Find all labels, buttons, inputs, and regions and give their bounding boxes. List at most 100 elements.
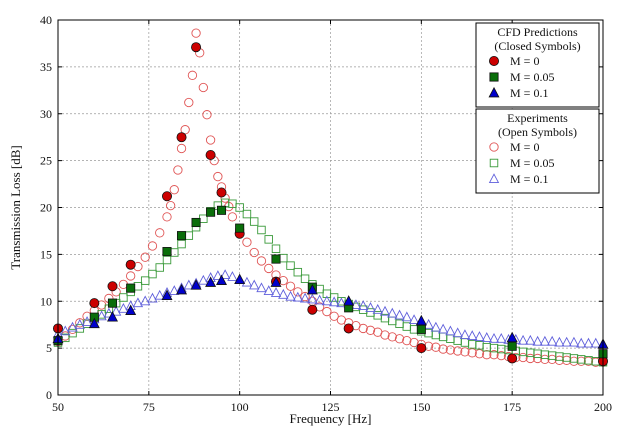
legend-entry: M = 0.05 xyxy=(510,156,554,170)
exp-triangle-point xyxy=(554,336,565,347)
cfd-triangle-point xyxy=(107,311,118,322)
exp-triangle-point xyxy=(307,293,318,304)
series-exp-triangle xyxy=(52,269,609,349)
exp-triangle-point xyxy=(452,327,463,338)
y-tick-label: 10 xyxy=(40,294,52,308)
cfd-circle-point xyxy=(216,187,227,198)
exp-triangle-point xyxy=(292,291,303,302)
exp-triangle-point xyxy=(539,335,551,346)
exp-circle-point xyxy=(285,281,296,291)
exp-square-point xyxy=(177,239,186,249)
exp-circle-point xyxy=(365,325,376,335)
exp-circle-point xyxy=(213,171,223,182)
exp-triangle-point xyxy=(270,287,282,297)
cfd-circle-point xyxy=(176,132,187,143)
cfd-square-point xyxy=(271,254,281,264)
cfd-triangle-point xyxy=(176,283,188,295)
exp-circle-point xyxy=(176,143,187,154)
exp-circle-point xyxy=(409,337,419,348)
exp-triangle-point xyxy=(350,299,362,310)
exp-triangle-point xyxy=(249,279,260,290)
exp-circle-point xyxy=(518,352,528,363)
exp-circle-point xyxy=(460,347,470,357)
cfd-square-point xyxy=(416,324,426,334)
cfd-circle-point xyxy=(161,191,172,202)
exp-circle-point xyxy=(525,353,535,364)
cfd-circle-point xyxy=(191,42,202,53)
cfd-circle-point xyxy=(125,259,136,270)
exp-square-point xyxy=(286,261,295,270)
cfd-triangle-point xyxy=(270,276,282,287)
exp-circle-point xyxy=(496,350,506,361)
exp-circle-point xyxy=(402,335,412,346)
y-tick-label: 0 xyxy=(46,388,52,402)
exp-circle-point xyxy=(431,342,441,352)
y-tick-label: 35 xyxy=(40,60,52,74)
cfd-square-point xyxy=(126,283,136,293)
exp-square-point xyxy=(264,235,273,244)
exp-triangle-point xyxy=(183,279,194,290)
exp-circle-point xyxy=(162,212,172,222)
exp-triangle-point xyxy=(147,292,158,303)
y-tick-label: 25 xyxy=(40,154,52,168)
exp-triangle-point xyxy=(285,290,296,301)
y-axis-label: Transmission Loss [dB] xyxy=(8,145,23,269)
cfd-triangle-point xyxy=(234,273,246,285)
exp-triangle-point xyxy=(387,307,398,318)
exp-triangle-point xyxy=(430,321,442,332)
cfd-triangle-point xyxy=(306,283,318,295)
exp-triangle-point xyxy=(459,329,471,340)
exp-triangle-point xyxy=(408,314,420,325)
exp-circle-point xyxy=(242,237,252,247)
exp-square-point xyxy=(293,267,303,277)
exp-circle-point xyxy=(453,346,463,356)
x-tick-label: 150 xyxy=(412,400,430,414)
legend-heading: (Closed Symbols) xyxy=(494,39,580,53)
exp-triangle-point xyxy=(96,310,107,321)
legend-entry: M = 0 xyxy=(510,140,539,154)
legend-entry: M = 0.05 xyxy=(510,70,554,84)
exp-circle-point xyxy=(249,247,259,258)
legend-marker xyxy=(488,56,499,67)
exp-triangle-point xyxy=(227,271,238,281)
exp-triangle-point xyxy=(532,335,543,346)
exp-circle-point xyxy=(445,345,456,355)
x-tick-label: 50 xyxy=(52,400,64,414)
exp-triangle-point xyxy=(423,318,434,329)
cfd-triangle-point xyxy=(88,317,100,329)
legend-marker xyxy=(488,86,500,98)
exp-triangle-point xyxy=(365,302,376,312)
cfd-circle-point xyxy=(89,298,100,309)
exp-circle-point xyxy=(126,271,136,281)
cfd-square-point xyxy=(206,207,216,217)
exp-triangle-point xyxy=(81,316,93,326)
x-tick-label: 100 xyxy=(231,400,249,414)
cfd-triangle-point xyxy=(506,331,518,343)
exp-square-point xyxy=(271,244,281,253)
cfd-circle-point xyxy=(507,353,518,364)
cfd-triangle-point xyxy=(190,279,202,290)
exp-triangle-point xyxy=(169,285,180,295)
exp-triangle-point xyxy=(401,311,412,322)
exp-triangle-point xyxy=(568,336,580,347)
legend: CFD Predictions(Closed Symbols)M = 0M = … xyxy=(475,22,600,194)
exp-triangle-point xyxy=(241,276,253,287)
exp-circle-point xyxy=(482,350,492,360)
exp-triangle-point xyxy=(60,325,71,336)
exp-triangle-point xyxy=(110,305,122,316)
exp-triangle-point xyxy=(198,274,209,285)
exp-triangle-point xyxy=(299,292,311,303)
exp-triangle-point xyxy=(314,294,325,305)
exp-square-point xyxy=(162,255,172,265)
exp-circle-point xyxy=(140,252,150,262)
cfd-triangle-point xyxy=(216,274,227,285)
exp-triangle-point xyxy=(379,305,391,316)
exp-square-point xyxy=(155,263,164,272)
cfd-square-point xyxy=(216,205,227,215)
exp-triangle-point xyxy=(263,285,274,295)
x-tick-label: 75 xyxy=(143,400,155,414)
exp-triangle-point xyxy=(118,302,129,313)
cfd-square-point xyxy=(162,247,172,257)
exp-triangle-point xyxy=(103,307,115,318)
